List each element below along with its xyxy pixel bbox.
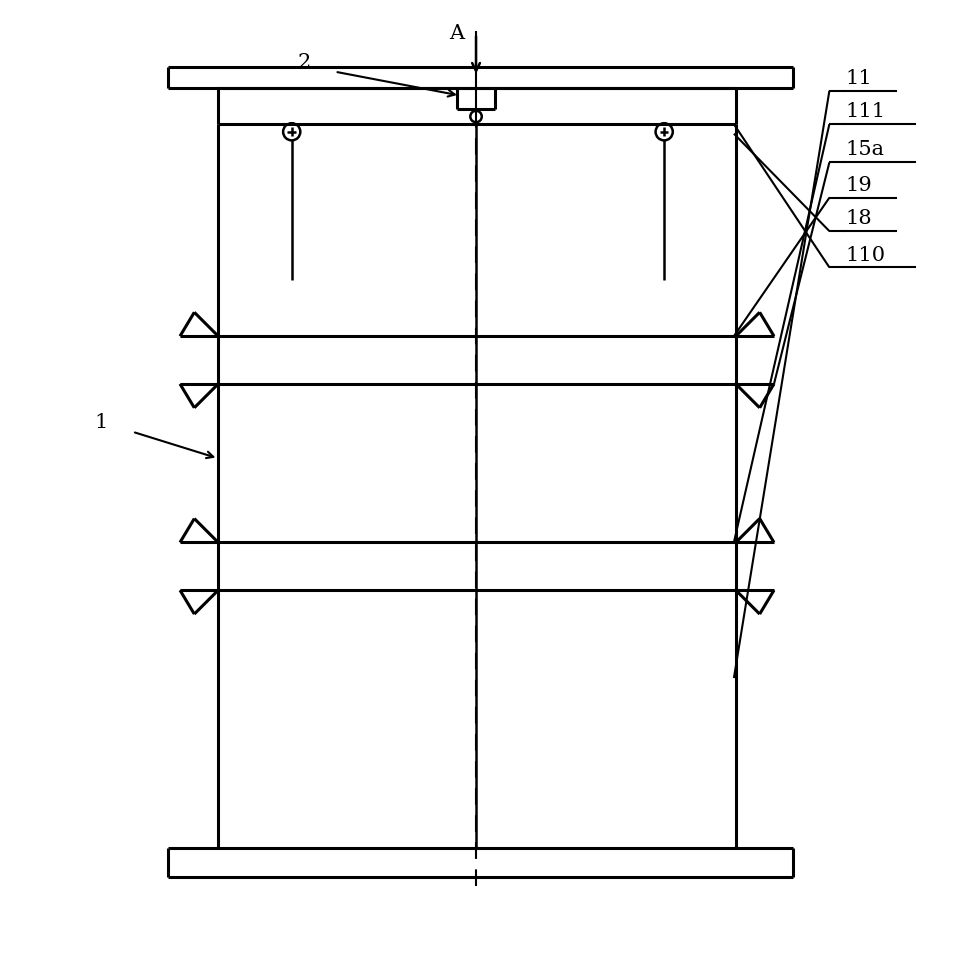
Text: 11: 11 [845, 69, 873, 88]
Text: 2: 2 [297, 53, 311, 72]
Text: 111: 111 [845, 102, 885, 121]
Text: 1: 1 [94, 413, 107, 432]
Text: 18: 18 [845, 209, 873, 228]
Text: 19: 19 [845, 176, 873, 195]
Text: 110: 110 [845, 245, 885, 265]
Text: A: A [449, 24, 464, 43]
Text: 15a: 15a [845, 140, 884, 159]
